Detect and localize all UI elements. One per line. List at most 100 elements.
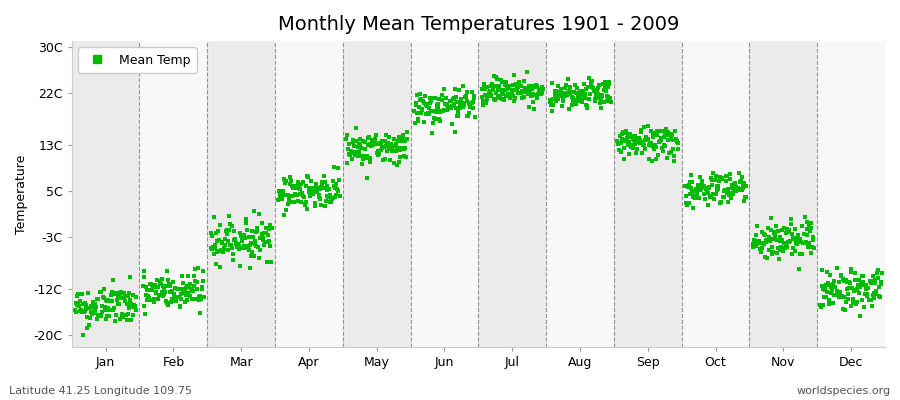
Point bbox=[576, 95, 590, 102]
Point bbox=[507, 98, 521, 104]
Point bbox=[348, 152, 363, 158]
Point bbox=[344, 147, 358, 154]
Point bbox=[695, 178, 709, 184]
Point bbox=[221, 238, 236, 244]
Point bbox=[823, 282, 837, 288]
Point bbox=[775, 227, 789, 234]
Point bbox=[291, 178, 305, 185]
Point bbox=[258, 230, 273, 236]
Point bbox=[562, 106, 576, 112]
Point bbox=[137, 303, 151, 310]
Point bbox=[235, 238, 249, 244]
Point bbox=[117, 289, 131, 296]
Point bbox=[219, 228, 233, 235]
Point bbox=[501, 85, 516, 91]
Point bbox=[168, 295, 183, 301]
Point bbox=[339, 132, 354, 138]
Point bbox=[212, 248, 226, 254]
Point bbox=[191, 265, 205, 272]
Point bbox=[474, 86, 489, 92]
Point bbox=[617, 138, 632, 145]
Point bbox=[795, 223, 809, 230]
Point bbox=[239, 227, 254, 234]
Point bbox=[580, 105, 594, 111]
Point bbox=[555, 91, 570, 97]
Point bbox=[869, 270, 884, 276]
Point bbox=[248, 242, 263, 249]
Point bbox=[226, 257, 240, 264]
Point bbox=[732, 186, 746, 193]
Point bbox=[758, 231, 772, 238]
Point bbox=[129, 294, 143, 301]
Point bbox=[860, 292, 875, 299]
Point bbox=[626, 144, 641, 150]
Point bbox=[453, 105, 467, 112]
Title: Monthly Mean Temperatures 1901 - 2009: Monthly Mean Temperatures 1901 - 2009 bbox=[278, 15, 679, 34]
Point bbox=[508, 72, 522, 78]
Point bbox=[276, 191, 291, 198]
Point bbox=[842, 279, 856, 286]
Point bbox=[73, 308, 87, 314]
Point bbox=[663, 130, 678, 137]
Point bbox=[73, 298, 87, 304]
Point bbox=[106, 277, 121, 283]
Point bbox=[860, 285, 875, 291]
Point bbox=[239, 220, 254, 226]
Point bbox=[274, 194, 288, 200]
Point bbox=[203, 230, 218, 236]
Point bbox=[502, 83, 517, 90]
Point bbox=[612, 140, 626, 146]
Point bbox=[732, 170, 746, 176]
Point bbox=[831, 290, 845, 297]
Point bbox=[322, 194, 337, 200]
Point bbox=[371, 148, 385, 154]
Point bbox=[350, 153, 365, 159]
Point bbox=[748, 238, 762, 244]
Point bbox=[616, 145, 631, 151]
Point bbox=[842, 285, 857, 292]
Point bbox=[616, 156, 631, 162]
Point bbox=[327, 182, 341, 189]
Point bbox=[162, 283, 176, 289]
Point bbox=[530, 83, 544, 89]
Point bbox=[75, 308, 89, 314]
Point bbox=[418, 93, 433, 100]
Point bbox=[434, 108, 448, 114]
Point bbox=[178, 288, 193, 295]
Point bbox=[150, 296, 165, 302]
Point bbox=[597, 87, 611, 94]
Point bbox=[422, 105, 436, 112]
Point bbox=[797, 231, 812, 238]
Point bbox=[828, 284, 842, 290]
Point bbox=[579, 102, 593, 109]
Point bbox=[376, 144, 391, 150]
Point bbox=[379, 142, 393, 149]
Point bbox=[562, 88, 576, 94]
Point bbox=[177, 289, 192, 295]
Point bbox=[262, 238, 276, 245]
Point bbox=[425, 95, 439, 101]
Point bbox=[315, 183, 329, 190]
Point bbox=[228, 236, 242, 242]
Point bbox=[284, 182, 299, 189]
Point bbox=[851, 276, 866, 283]
Point bbox=[308, 199, 322, 206]
Point bbox=[718, 187, 733, 194]
Point bbox=[238, 231, 252, 238]
Point bbox=[437, 101, 452, 107]
Point bbox=[143, 286, 157, 293]
Point bbox=[641, 123, 655, 130]
Point bbox=[454, 96, 468, 102]
Point bbox=[561, 75, 575, 82]
Point bbox=[415, 106, 429, 112]
Point bbox=[778, 240, 792, 246]
Point bbox=[461, 113, 475, 120]
Point bbox=[211, 238, 225, 244]
Point bbox=[286, 184, 301, 191]
Point bbox=[786, 245, 800, 252]
Point bbox=[869, 291, 884, 298]
Point bbox=[449, 105, 464, 111]
Point bbox=[351, 144, 365, 150]
Point bbox=[188, 266, 202, 272]
Point bbox=[165, 288, 179, 295]
